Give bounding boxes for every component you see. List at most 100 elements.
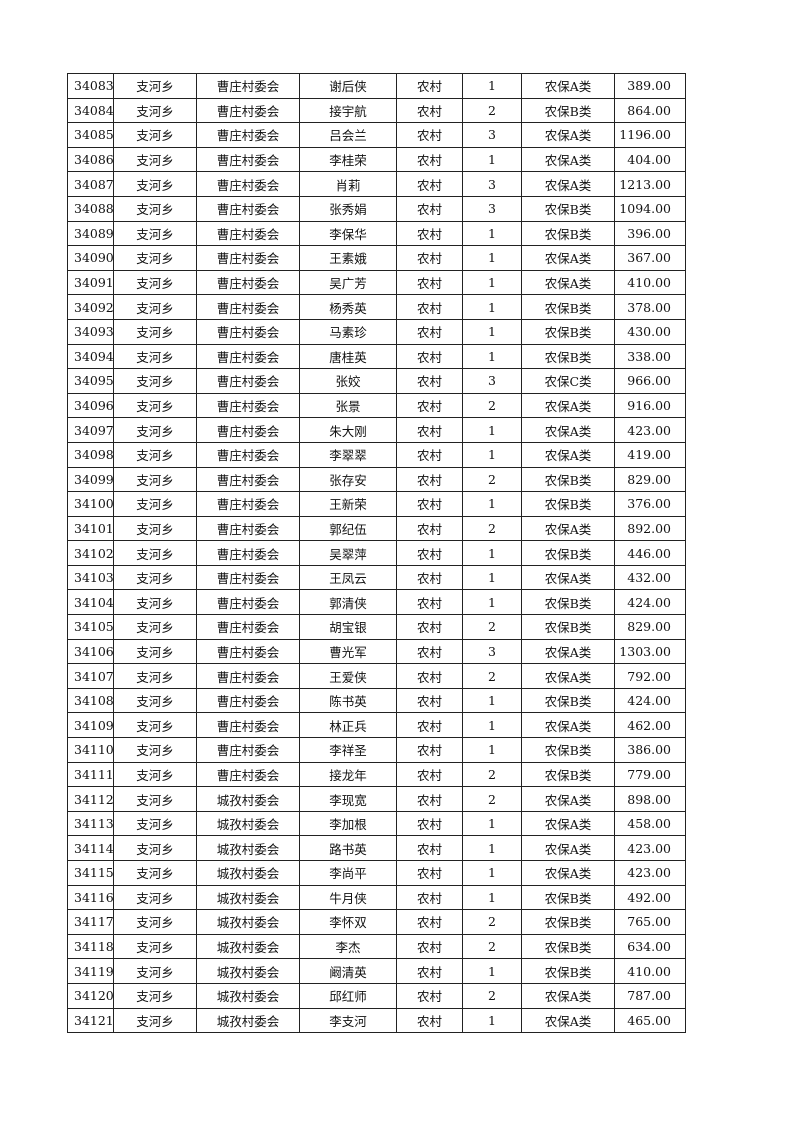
record-id-cell: 34112 xyxy=(67,786,114,812)
household-type-cell: 农村 xyxy=(396,687,463,714)
household-type-cell: 农村 xyxy=(396,171,463,197)
amount-cell: 419.00 xyxy=(614,441,686,468)
village-committee-cell: 曹庄村委会 xyxy=(196,122,300,148)
village-committee-cell: 城孜村委会 xyxy=(196,933,300,960)
amount-cell: 446.00 xyxy=(614,540,686,566)
insurance-class-cell: 农保B类 xyxy=(521,737,615,763)
household-type-cell: 农村 xyxy=(396,122,463,148)
township-cell: 支河乡 xyxy=(113,73,197,99)
household-type-cell: 农村 xyxy=(396,466,463,493)
amount-cell: 462.00 xyxy=(614,712,686,739)
township-cell: 支河乡 xyxy=(113,466,197,493)
household-type-cell: 农村 xyxy=(396,982,463,1009)
amount-cell: 396.00 xyxy=(614,220,686,247)
table-row: 34092 支河乡 曹庄村委会 杨秀英 农村 1 农保B类 378.00 xyxy=(67,294,686,320)
household-type-cell: 农村 xyxy=(396,392,463,419)
table-row: 34116 支河乡 城孜村委会 牛月侠 农村 1 农保B类 492.00 xyxy=(67,884,686,911)
household-size-cell: 2 xyxy=(462,392,522,419)
insurance-class-cell: 农保A类 xyxy=(521,638,615,665)
household-type-cell: 农村 xyxy=(396,933,463,960)
township-cell: 支河乡 xyxy=(113,982,197,1009)
person-name-cell: 邱红师 xyxy=(299,982,397,1009)
village-committee-cell: 城孜村委会 xyxy=(196,958,300,984)
record-id-cell: 34101 xyxy=(67,515,114,542)
amount-cell: 410.00 xyxy=(614,269,686,296)
household-type-cell: 农村 xyxy=(396,737,463,763)
records-table: 34083 支河乡 曹庄村委会 谢后侠 农村 1 农保A类 389.00 34084 支河乡 曹庄村… xyxy=(67,73,686,1034)
household-type-cell: 农村 xyxy=(396,146,463,173)
village-committee-cell: 曹庄村委会 xyxy=(196,466,300,493)
village-committee-cell: 曹庄村委会 xyxy=(196,97,300,124)
township-cell: 支河乡 xyxy=(113,737,197,763)
household-type-cell: 农村 xyxy=(396,958,463,984)
household-size-cell: 2 xyxy=(462,515,522,542)
person-name-cell: 杨秀英 xyxy=(299,294,397,320)
person-name-cell: 李桂荣 xyxy=(299,146,397,173)
household-size-cell: 1 xyxy=(462,73,522,99)
table-row: 34105 支河乡 曹庄村委会 胡宝银 农村 2 农保B类 829.00 xyxy=(67,614,686,640)
insurance-class-cell: 农保A类 xyxy=(521,712,615,739)
table-row: 34093 支河乡 曹庄村委会 马素珍 农村 1 农保B类 430.00 xyxy=(67,318,686,345)
table-row: 34111 支河乡 曹庄村委会 接龙年 农村 2 农保B类 779.00 xyxy=(67,761,686,788)
person-name-cell: 李支河 xyxy=(299,1007,397,1034)
household-type-cell: 农村 xyxy=(396,515,463,542)
amount-cell: 410.00 xyxy=(614,958,686,984)
amount-cell: 634.00 xyxy=(614,933,686,960)
village-committee-cell: 曹庄村委会 xyxy=(196,392,300,419)
household-size-cell: 1 xyxy=(462,343,522,370)
village-committee-cell: 城孜村委会 xyxy=(196,810,300,837)
record-id-cell: 34089 xyxy=(67,220,114,247)
person-name-cell: 郭清侠 xyxy=(299,589,397,616)
table-row: 34117 支河乡 城孜村委会 李怀双 农村 2 农保B类 765.00 xyxy=(67,909,686,935)
insurance-class-cell: 农保C类 xyxy=(521,368,615,394)
record-id-cell: 34083 xyxy=(67,73,114,99)
township-cell: 支河乡 xyxy=(113,712,197,739)
village-committee-cell: 曹庄村委会 xyxy=(196,73,300,99)
village-committee-cell: 曹庄村委会 xyxy=(196,220,300,247)
table-row: 34100 支河乡 曹庄村委会 王新荣 农村 1 农保B类 376.00 xyxy=(67,491,686,517)
household-size-cell: 2 xyxy=(462,982,522,1009)
person-name-cell: 张景 xyxy=(299,392,397,419)
insurance-class-cell: 农保B类 xyxy=(521,589,615,616)
person-name-cell: 阚清英 xyxy=(299,958,397,984)
household-type-cell: 农村 xyxy=(396,860,463,886)
insurance-class-cell: 农保A类 xyxy=(521,417,615,443)
amount-cell: 787.00 xyxy=(614,982,686,1009)
table-row: 34120 支河乡 城孜村委会 邱红师 农村 2 农保A类 787.00 xyxy=(67,982,686,1009)
township-cell: 支河乡 xyxy=(113,810,197,837)
village-committee-cell: 曹庄村委会 xyxy=(196,761,300,788)
township-cell: 支河乡 xyxy=(113,564,197,591)
record-id-cell: 34107 xyxy=(67,663,114,689)
amount-cell: 966.00 xyxy=(614,368,686,394)
village-committee-cell: 曹庄村委会 xyxy=(196,171,300,197)
person-name-cell: 唐桂英 xyxy=(299,343,397,370)
household-size-cell: 1 xyxy=(462,835,522,861)
insurance-class-cell: 农保A类 xyxy=(521,835,615,861)
household-type-cell: 农村 xyxy=(396,343,463,370)
household-type-cell: 农村 xyxy=(396,220,463,247)
insurance-class-cell: 农保A类 xyxy=(521,786,615,812)
village-committee-cell: 曹庄村委会 xyxy=(196,343,300,370)
insurance-class-cell: 农保B类 xyxy=(521,491,615,517)
household-type-cell: 农村 xyxy=(396,368,463,394)
household-type-cell: 农村 xyxy=(396,1007,463,1034)
person-name-cell: 张存安 xyxy=(299,466,397,493)
township-cell: 支河乡 xyxy=(113,269,197,296)
household-size-cell: 1 xyxy=(462,417,522,443)
insurance-class-cell: 农保A类 xyxy=(521,564,615,591)
village-committee-cell: 曹庄村委会 xyxy=(196,417,300,443)
household-size-cell: 2 xyxy=(462,761,522,788)
person-name-cell: 王素娥 xyxy=(299,245,397,271)
village-committee-cell: 曹庄村委会 xyxy=(196,368,300,394)
amount-cell: 1196.00 xyxy=(614,122,686,148)
record-id-cell: 34109 xyxy=(67,712,114,739)
amount-cell: 424.00 xyxy=(614,687,686,714)
household-type-cell: 农村 xyxy=(396,540,463,566)
township-cell: 支河乡 xyxy=(113,663,197,689)
record-id-cell: 34116 xyxy=(67,884,114,911)
household-size-cell: 3 xyxy=(462,171,522,197)
amount-cell: 423.00 xyxy=(614,417,686,443)
record-id-cell: 34099 xyxy=(67,466,114,493)
household-size-cell: 1 xyxy=(462,441,522,468)
table-row: 34101 支河乡 曹庄村委会 郭纪伍 农村 2 农保A类 892.00 xyxy=(67,515,686,542)
